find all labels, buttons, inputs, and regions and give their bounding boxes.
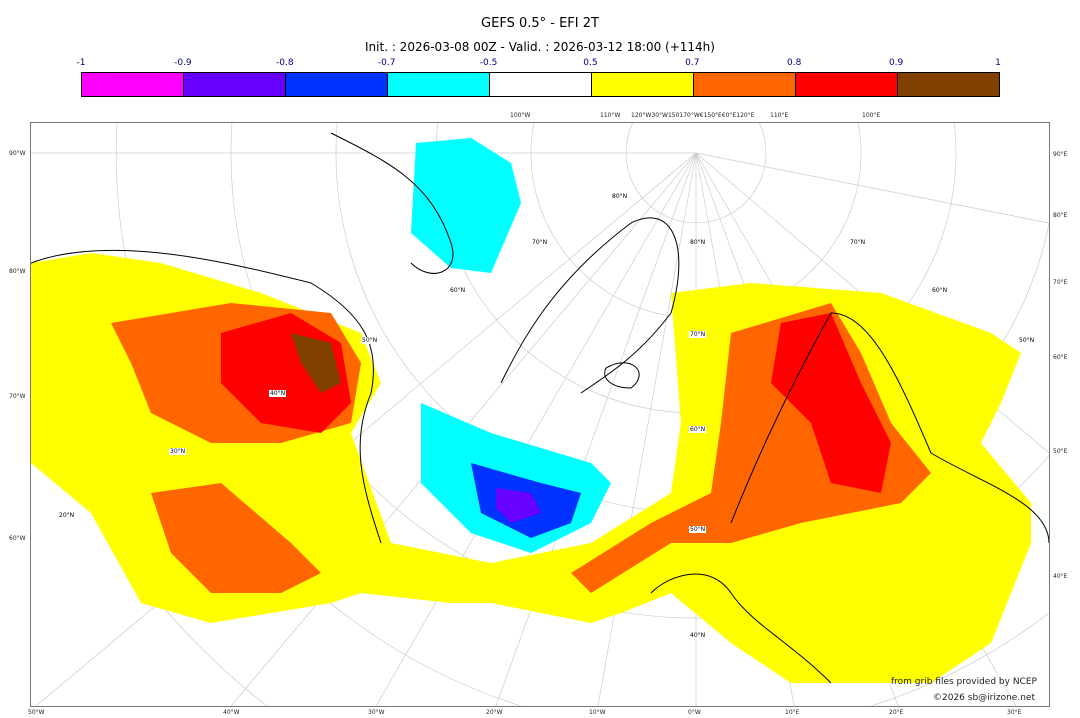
axis-label-left: 90°W (9, 150, 26, 157)
axis-label-bottom: 40°W (223, 709, 240, 716)
latitude-label: 40°N (269, 390, 287, 397)
axis-label-bottom: 50°W (28, 709, 45, 716)
efi-field (31, 123, 1049, 706)
map-panel: 80°N 80°N 70°N 70°N 70°N 60°N 60°N 60°N 50°N 50°N… (30, 122, 1050, 707)
colorbar (81, 72, 1000, 97)
colorbar-segment (82, 73, 184, 96)
axis-label-bottom: 30°W (368, 709, 385, 716)
axis-label-right: 80°E (1053, 212, 1068, 219)
colorbar-label: 0.9 (888, 58, 904, 68)
latitude-label: 50°N (1018, 337, 1036, 344)
map-subtitle: Init. : 2026-03-08 00Z - Valid. : 2026-0… (365, 40, 715, 54)
latitude-label: 80°N (611, 193, 629, 200)
axis-label-top: 100°W (510, 112, 531, 119)
colorbar-label: -1 (76, 58, 86, 68)
latitude-label: 60°N (449, 287, 467, 294)
axis-label-bottom: 10°E (785, 709, 800, 716)
latitude-label: 20°N (58, 512, 76, 519)
latitude-label: 70°N (689, 331, 707, 338)
coastlines (31, 132, 1049, 684)
colorbar-label: 1 (995, 58, 1001, 68)
colorbar-segment (388, 73, 490, 96)
colorbar-segment (898, 73, 999, 96)
colorbar-label: -0.9 (174, 58, 192, 68)
axis-label-top: 120°W30°W150170°W€150°E€0°E120°E (631, 112, 755, 119)
colorbar-segment (796, 73, 898, 96)
latitude-label: 50°N (361, 337, 379, 344)
axis-label-bottom: 20°W (486, 709, 503, 716)
colorbar-label: -0.8 (275, 58, 294, 68)
axis-label-top: 100°E (862, 112, 881, 119)
axis-label-bottom: 0°W (688, 709, 701, 716)
axis-label-bottom: 20°E (889, 709, 904, 716)
latitude-label: 30°N (169, 448, 187, 455)
colorbar-segment (592, 73, 694, 96)
colorbar-label: 0.7 (685, 58, 700, 68)
latitude-label: 70°N (849, 239, 867, 246)
colorbar-label: 0.8 (787, 58, 802, 68)
axis-label-top: 110°W (600, 112, 621, 119)
axis-label-right: 60°E (1053, 354, 1068, 361)
credit-copyright: ©2026 sb@irizone.net (933, 693, 1035, 703)
credit-source: from grib files provided by NCEP (891, 677, 1037, 687)
negative-anomaly (411, 138, 611, 553)
latitude-label: 60°N (689, 426, 707, 433)
axis-label-left: 70°W (9, 393, 26, 400)
map-title: GEFS 0.5° - EFI 2T (481, 16, 599, 31)
colorbar-segment (490, 73, 592, 96)
colorbar-segment (694, 73, 796, 96)
latitude-label: 70°N (531, 239, 549, 246)
axis-label-right: 50°E (1053, 448, 1068, 455)
axis-label-bottom: 10°W (589, 709, 606, 716)
latitude-label: 40°N (689, 632, 707, 639)
axis-label-left: 60°W (9, 535, 26, 542)
axis-label-right: 40°E (1053, 573, 1068, 580)
positive-anomaly (31, 253, 1031, 683)
axis-label-right: 90°E (1053, 151, 1068, 158)
colorbar-label: -0.5 (479, 58, 498, 68)
axis-label-top: 110°E (770, 112, 789, 119)
colorbar-segment (184, 73, 286, 96)
latitude-label: 60°N (931, 287, 949, 294)
axis-label-left: 80°W (9, 268, 26, 275)
colorbar-segment (286, 73, 388, 96)
colorbar-label: -0.7 (377, 58, 396, 68)
colorbar-label: 0.5 (583, 58, 598, 68)
latitude-label: 50°N (689, 526, 707, 533)
latitude-label: 80°N (689, 239, 707, 246)
axis-label-bottom: 30°E (1007, 709, 1022, 716)
axis-label-right: 70°E (1053, 279, 1068, 286)
